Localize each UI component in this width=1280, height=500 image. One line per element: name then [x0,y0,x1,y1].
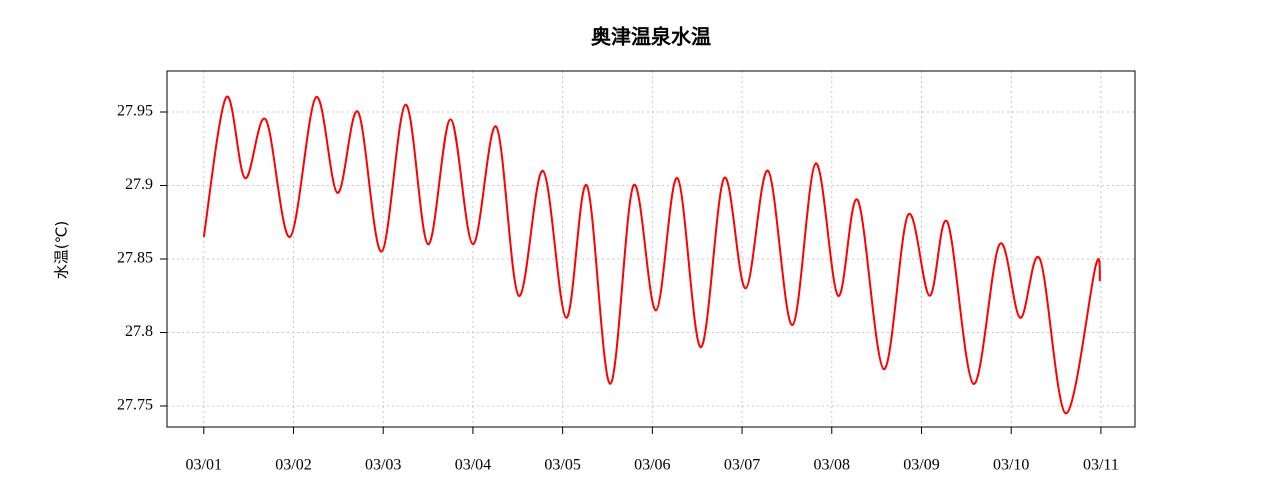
y-tick-label: 27.75 [117,397,153,414]
x-tick-label: 03/10 [993,457,1029,474]
y-tick-label: 27.8 [125,323,153,340]
x-tick-label: 03/07 [724,457,760,474]
x-tick-label: 03/08 [814,457,850,474]
y-tick-label: 27.9 [125,176,153,193]
x-tick-label: 03/09 [903,457,939,474]
data-line [202,95,1102,415]
x-tick-label: 03/01 [186,457,222,474]
x-tick-label: 03/04 [455,457,491,474]
x-tick-label: 03/11 [1083,457,1119,474]
x-tick-label: 03/05 [544,457,580,474]
plot-frame [166,70,1136,428]
chart-title: 奥津温泉水温 [591,25,711,49]
y-tick-label: 27.95 [117,103,153,120]
x-tick-label: 03/06 [634,457,670,474]
x-tick-label: 03/02 [275,457,311,474]
y-axis-label: 水温(℃) [53,221,71,280]
y-tick-label: 27.85 [117,250,153,267]
x-tick-label: 03/03 [365,457,401,474]
